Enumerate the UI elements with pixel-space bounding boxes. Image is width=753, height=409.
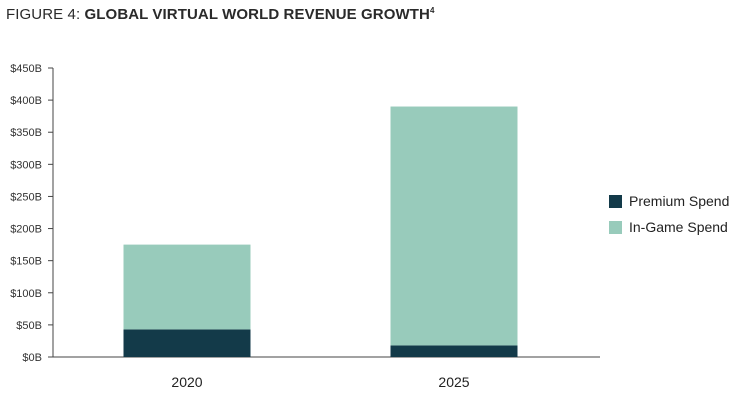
y-tick-label: $400B xyxy=(10,95,42,107)
legend-label-premium: Premium Spend xyxy=(629,193,730,209)
y-tick-label: $100B xyxy=(10,288,42,300)
bar-2025-ingame xyxy=(390,106,518,346)
chart-title-footnote: 4 xyxy=(429,6,435,15)
x-tick-label: 2025 xyxy=(438,374,469,390)
y-tick-label: $350B xyxy=(10,127,42,139)
y-tick-label: $200B xyxy=(10,224,42,236)
bar-2020-premium xyxy=(123,329,251,357)
y-tick-label: $0B xyxy=(22,352,42,364)
bar-2020-ingame xyxy=(123,244,251,330)
chart-title-prefix: FIGURE 4: xyxy=(6,6,85,23)
chart-title-main: GLOBAL VIRTUAL WORLD REVENUE GROWTH xyxy=(84,6,430,23)
legend-swatch-premium xyxy=(609,194,622,208)
y-tick-label: $450B xyxy=(10,63,42,75)
legend-swatch-ingame xyxy=(609,220,622,234)
y-tick-label: $300B xyxy=(10,159,42,171)
legend-item-premium: Premium Spend xyxy=(609,188,729,214)
chart-title: FIGURE 4: GLOBAL VIRTUAL WORLD REVENUE G… xyxy=(6,6,435,23)
x-tick-label: 2020 xyxy=(171,374,202,390)
y-tick-label: $150B xyxy=(10,256,42,268)
y-tick-label: $50B xyxy=(16,320,42,332)
bar-2025-premium xyxy=(390,345,518,357)
legend: Premium Spend In-Game Spend xyxy=(609,188,729,240)
legend-item-ingame: In-Game Spend xyxy=(609,214,729,240)
legend-label-ingame: In-Game Spend xyxy=(629,219,728,235)
y-tick-label: $250B xyxy=(10,191,42,203)
